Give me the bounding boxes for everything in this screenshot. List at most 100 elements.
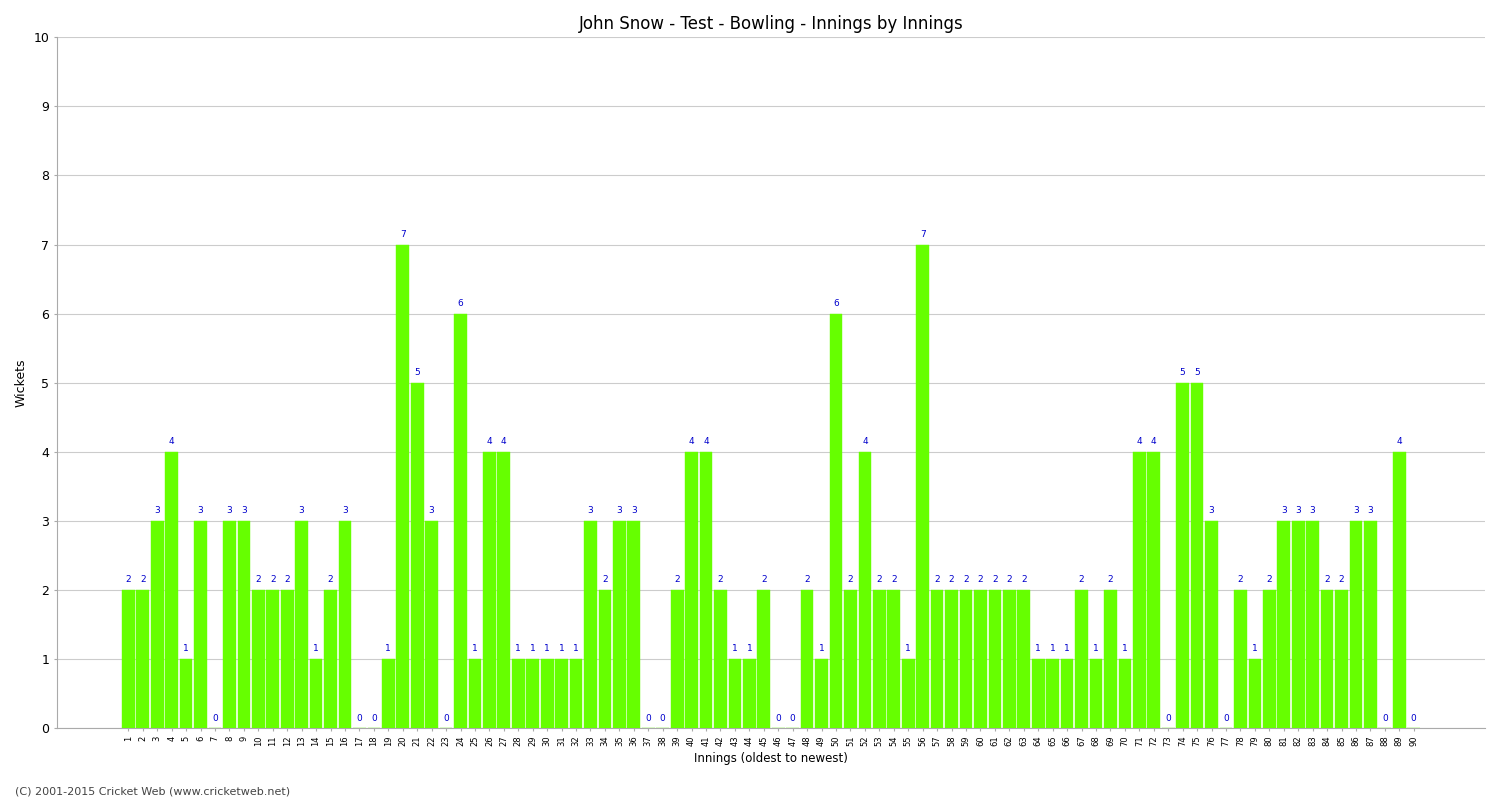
Text: 7: 7	[400, 230, 405, 239]
Text: 2: 2	[847, 575, 853, 584]
Text: 7: 7	[920, 230, 926, 239]
Bar	[670, 590, 684, 728]
Y-axis label: Wickets: Wickets	[15, 358, 28, 407]
Text: 1: 1	[183, 645, 189, 654]
Text: 1: 1	[906, 645, 910, 654]
Bar	[873, 590, 885, 728]
Bar	[1176, 382, 1190, 728]
Text: 3: 3	[588, 506, 594, 515]
Text: 1: 1	[1064, 645, 1070, 654]
Bar	[758, 590, 770, 728]
Bar	[252, 590, 264, 728]
Bar	[454, 314, 466, 728]
Text: 3: 3	[1310, 506, 1316, 515]
Title: John Snow - Test - Bowling - Innings by Innings: John Snow - Test - Bowling - Innings by …	[579, 15, 963, 33]
Text: 3: 3	[226, 506, 232, 515]
Bar	[122, 590, 135, 728]
Bar	[742, 659, 756, 728]
Bar	[729, 659, 741, 728]
Text: 3: 3	[1209, 506, 1215, 515]
Bar	[699, 452, 712, 728]
Text: 3: 3	[1296, 506, 1300, 515]
Text: 3: 3	[198, 506, 204, 515]
Text: 2: 2	[140, 575, 146, 584]
Text: 1: 1	[732, 645, 738, 654]
Bar	[916, 245, 928, 728]
Text: 0: 0	[660, 714, 666, 722]
Text: 2: 2	[1338, 575, 1344, 584]
Bar	[1119, 659, 1131, 728]
Text: 4: 4	[1396, 438, 1402, 446]
Bar	[686, 452, 698, 728]
Bar	[324, 590, 338, 728]
Text: 0: 0	[211, 714, 217, 722]
Bar	[570, 659, 582, 728]
Text: 1: 1	[1035, 645, 1041, 654]
Text: 1: 1	[819, 645, 825, 654]
Bar	[960, 590, 972, 728]
Text: 1: 1	[516, 645, 520, 654]
Text: 2: 2	[1266, 575, 1272, 584]
Text: 3: 3	[342, 506, 348, 515]
Text: 0: 0	[1222, 714, 1228, 722]
Text: 1: 1	[544, 645, 550, 654]
Bar	[224, 521, 236, 728]
Bar	[1132, 452, 1146, 728]
Text: 3: 3	[632, 506, 636, 515]
Text: 0: 0	[370, 714, 376, 722]
Bar	[152, 521, 164, 728]
Bar	[974, 590, 987, 728]
Text: 1: 1	[1122, 645, 1128, 654]
Bar	[1292, 521, 1305, 728]
Bar	[945, 590, 958, 728]
Text: 1: 1	[573, 645, 579, 654]
Bar	[584, 521, 597, 728]
Bar	[627, 521, 640, 728]
Text: 4: 4	[1137, 438, 1142, 446]
Bar	[339, 521, 351, 728]
Text: 2: 2	[804, 575, 810, 584]
Text: 3: 3	[1353, 506, 1359, 515]
Text: (C) 2001-2015 Cricket Web (www.cricketweb.net): (C) 2001-2015 Cricket Web (www.cricketwe…	[15, 786, 290, 796]
Text: 2: 2	[270, 575, 276, 584]
Text: 3: 3	[242, 506, 246, 515]
Text: 2: 2	[126, 575, 130, 584]
Bar	[815, 659, 828, 728]
Text: 1: 1	[472, 645, 478, 654]
Bar	[932, 590, 944, 728]
Bar	[1306, 521, 1318, 728]
Text: 5: 5	[1194, 368, 1200, 377]
Text: 3: 3	[1281, 506, 1287, 515]
Text: 4: 4	[501, 438, 507, 446]
Bar	[1394, 452, 1406, 728]
Text: 3: 3	[429, 506, 435, 515]
Bar	[194, 521, 207, 728]
Text: 3: 3	[1368, 506, 1374, 515]
Bar	[1350, 521, 1362, 728]
Bar	[411, 382, 423, 728]
Bar	[1191, 382, 1203, 728]
Bar	[542, 659, 554, 728]
Text: 1: 1	[314, 645, 320, 654]
Text: 4: 4	[862, 438, 867, 446]
Text: 1: 1	[1252, 645, 1257, 654]
Bar	[1060, 659, 1074, 728]
Bar	[180, 659, 192, 728]
Text: 2: 2	[1107, 575, 1113, 584]
Bar	[1234, 590, 1246, 728]
Bar	[1278, 521, 1290, 728]
Text: 5: 5	[414, 368, 420, 377]
Bar	[902, 659, 915, 728]
Text: 2: 2	[934, 575, 940, 584]
Text: 2: 2	[602, 575, 608, 584]
Text: 2: 2	[1078, 575, 1084, 584]
Bar	[309, 659, 322, 728]
Text: 2: 2	[992, 575, 998, 584]
X-axis label: Innings (oldest to newest): Innings (oldest to newest)	[694, 752, 847, 765]
Bar	[801, 590, 813, 728]
Text: 0: 0	[1166, 714, 1172, 722]
Text: 4: 4	[1150, 438, 1156, 446]
Bar	[1017, 590, 1031, 728]
Text: 3: 3	[616, 506, 622, 515]
Bar	[830, 314, 843, 728]
